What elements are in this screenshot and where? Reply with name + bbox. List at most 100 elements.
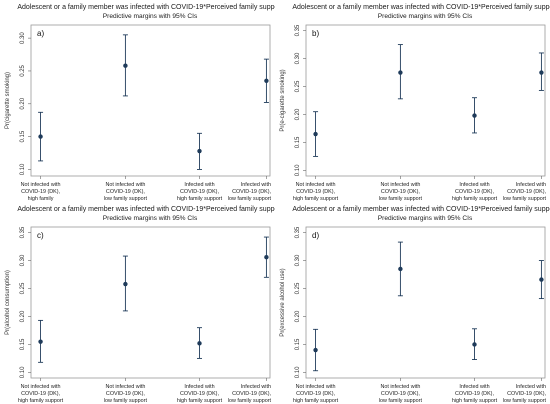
y-axis-label: Pr(excessive alcohol use): [280, 268, 286, 336]
x-category-label: COVID-19 (DK),: [296, 189, 335, 195]
chart-subtitle: Predictive margins with 95% CIs: [103, 13, 198, 20]
y-tick-label: 0.10: [295, 164, 301, 176]
x-category-label: low family support: [228, 398, 272, 404]
y-tick-label: 0.30: [295, 254, 301, 266]
panel-label: d): [312, 231, 319, 240]
y-tick-label: 0.25: [20, 282, 26, 294]
panel-label: b): [312, 29, 319, 38]
y-axis-label: Pr(e-cigarette smoking): [280, 69, 286, 131]
point-estimate: [264, 78, 269, 84]
plot-frame: [30, 226, 271, 379]
y-axis-label: Pr(cigarette smoking): [5, 72, 11, 129]
chart-title: Adolescent or a family member was infect…: [17, 4, 275, 11]
chart-subtitle: Predictive margins with 95% CIs: [103, 215, 198, 222]
x-category-label: COVID-19 (DK),: [507, 189, 546, 195]
plot-frame: [305, 24, 546, 177]
point-estimate: [313, 131, 318, 137]
point-estimate: [398, 70, 403, 75]
y-tick-label: 0.10: [20, 163, 26, 175]
x-category-label: low family support: [228, 196, 272, 202]
x-category-label: high family support: [452, 196, 498, 202]
y-tick-label: 0.15: [295, 136, 301, 148]
y-tick-label: 0.20: [20, 97, 26, 109]
chart-svg-c: Adolescent or a family member was infect…: [5, 206, 275, 404]
x-category-label: Not infected with: [105, 384, 145, 390]
plot-frame: [30, 24, 271, 177]
chart-subtitle: Predictive margins with 95% CIs: [378, 13, 473, 20]
chart-panel-a: Adolescent or a family member was infect…: [0, 0, 275, 202]
x-category-label: COVID-19 (DK),: [455, 391, 494, 397]
point-estimate: [398, 266, 403, 272]
chart-subtitle: Predictive margins with 95% CIs: [378, 215, 473, 222]
y-tick-label: 0.10: [20, 366, 26, 378]
y-tick-label: 0.30: [20, 254, 26, 266]
x-category-label: Not infected with: [21, 384, 61, 390]
point-estimate: [197, 341, 202, 346]
y-tick-label: 0.30: [20, 32, 26, 44]
point-estimate: [472, 113, 477, 118]
x-category-label: low family support: [104, 398, 148, 404]
y-tick-label: 0.25: [295, 282, 301, 294]
x-category-label: Infected with: [184, 384, 214, 390]
x-category-label: COVID-19 (DK),: [106, 391, 145, 397]
x-category-label: COVID-19 (DK),: [21, 189, 60, 195]
x-category-label: Infected with: [516, 384, 546, 390]
x-category-label: low family support: [104, 196, 148, 202]
x-category-label: COVID-19 (DK),: [296, 391, 335, 397]
panel-label: a): [37, 29, 44, 38]
x-category-label: Infected with: [459, 182, 489, 188]
y-tick-label: 0.20: [295, 108, 301, 120]
x-category-label: low family support: [503, 196, 547, 202]
point-estimate: [539, 70, 544, 75]
point-estimate: [313, 347, 318, 353]
y-tick-label: 0.30: [295, 52, 301, 64]
x-category-label: Not infected with: [380, 182, 420, 188]
chart-panel-c: Adolescent or a family member was infect…: [0, 202, 275, 404]
chart-svg-a: Adolescent or a family member was infect…: [5, 4, 275, 202]
x-category-label: high family support: [177, 196, 223, 202]
panel-label: c): [37, 231, 44, 240]
x-category-label: COVID-19 (DK),: [381, 391, 420, 397]
plot-frame: [305, 226, 546, 379]
x-category-label: Not infected with: [296, 182, 336, 188]
point-estimate: [264, 255, 269, 260]
x-category-label: high family support: [452, 398, 498, 404]
chart-panel-b: Adolescent or a family member was infect…: [275, 0, 550, 202]
x-category-label: COVID-19 (DK),: [106, 189, 145, 195]
x-category-label: Infected with: [241, 384, 271, 390]
chart-title: Adolescent or a family member was infect…: [292, 4, 550, 11]
x-category-label: low family support: [379, 196, 423, 202]
point-estimate: [197, 148, 202, 154]
x-category-label: COVID-19 (DK),: [232, 189, 271, 195]
x-category-label: Infected with: [459, 384, 489, 390]
y-tick-label: 0.25: [20, 64, 26, 76]
chart-title: Adolescent or a family member was infect…: [17, 206, 275, 213]
chart-svg-b: Adolescent or a family member was infect…: [280, 4, 550, 202]
x-category-label: high family support: [293, 398, 339, 404]
y-tick-label: 0.10: [295, 366, 301, 378]
y-tick-label: 0.25: [295, 80, 301, 92]
y-tick-label: 0.20: [295, 310, 301, 322]
x-category-label: high family: [28, 196, 54, 202]
x-category-label: COVID-19 (DK),: [381, 189, 420, 195]
point-estimate: [38, 339, 43, 344]
x-category-label: COVID-19 (DK),: [180, 391, 219, 397]
y-tick-label: 0.15: [20, 130, 26, 142]
x-category-label: Not infected with: [380, 384, 420, 390]
point-estimate: [539, 277, 544, 282]
x-category-label: COVID-19 (DK),: [21, 391, 60, 397]
x-category-label: COVID-19 (DK),: [180, 189, 219, 195]
point-estimate: [472, 342, 477, 347]
y-tick-label: 0.35: [295, 226, 301, 238]
x-category-label: Infected with: [184, 182, 214, 188]
x-category-label: high family support: [177, 398, 223, 404]
point-estimate: [123, 63, 128, 68]
x-category-label: Not infected with: [105, 182, 145, 188]
x-category-label: Not infected with: [21, 182, 61, 188]
point-estimate: [123, 281, 128, 287]
y-tick-label: 0.15: [20, 338, 26, 350]
chart-title: Adolescent or a family member was infect…: [292, 206, 550, 213]
x-category-label: low family support: [379, 398, 423, 404]
y-axis-label: Pr(alcohol consumption): [5, 270, 11, 335]
x-category-label: COVID-19 (DK),: [455, 189, 494, 195]
